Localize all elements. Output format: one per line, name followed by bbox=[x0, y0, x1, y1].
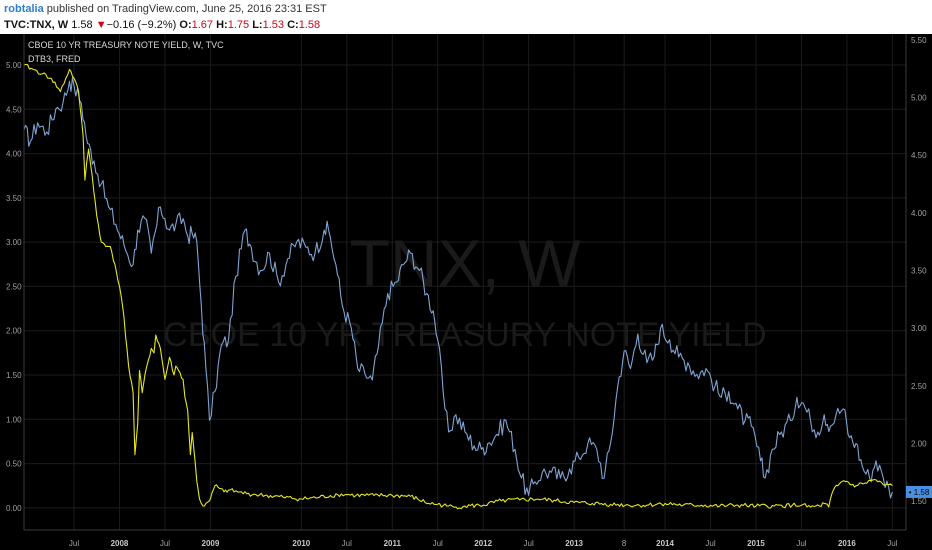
left-axis-tick-label: 3.00 bbox=[6, 238, 22, 247]
x-axis-tick-label: 2013 bbox=[565, 539, 583, 548]
legend: CBOE 10 YR TREASURY NOTE YIELD, W, TVC DT… bbox=[28, 40, 224, 64]
open-label: O: bbox=[179, 19, 192, 31]
right-axis-tick-label: 2.00 bbox=[911, 439, 927, 448]
last-price-tag bbox=[906, 485, 932, 498]
left-axis-tick-label: 0.50 bbox=[6, 460, 22, 469]
high-label: H: bbox=[216, 19, 228, 31]
right-axis-tick-label: 5.50 bbox=[911, 36, 927, 45]
x-axis-tick-label: 2015 bbox=[747, 539, 765, 548]
right-axis-tick-label: 3.00 bbox=[911, 324, 927, 333]
x-axis-tick-label: Jul bbox=[69, 539, 79, 548]
watermark-description: CBOE 10 YR TREASURY NOTE YIELD bbox=[163, 316, 766, 354]
open-value: 1.67 bbox=[191, 19, 214, 31]
x-axis-tick-label: 2010 bbox=[292, 539, 310, 548]
x-axis-tick-label: Jul bbox=[705, 539, 715, 548]
right-axis-tick-label: 3.50 bbox=[911, 266, 927, 275]
x-axis-tick-label: 2012 bbox=[474, 539, 492, 548]
legend-series2: DTB3, FRED bbox=[28, 54, 81, 64]
x-axis-tick-label: 8 bbox=[622, 539, 627, 548]
publish-header: robtalia published on TradingView.com, J… bbox=[0, 0, 932, 34]
price-change: −0.16 (−9.2%) bbox=[106, 19, 177, 31]
last-price-tag-label: • 1.58 bbox=[909, 488, 930, 497]
close-label: C: bbox=[287, 19, 299, 31]
left-axis-tick-label: 1.50 bbox=[6, 371, 22, 380]
x-axis-tick-label: Jul bbox=[887, 539, 897, 548]
right-axis-tick-label: 4.50 bbox=[911, 151, 927, 160]
series-lines bbox=[23, 63, 893, 510]
x-axis-tick-label: 2016 bbox=[838, 539, 856, 548]
left-axis-tick-label: 0.00 bbox=[6, 504, 22, 513]
left-axis-tick-label: 4.00 bbox=[6, 150, 22, 159]
ohlc-bar: TVC:TNX, W 1.58 ▼−0.16 (−9.2%) O:1.67 H:… bbox=[4, 19, 320, 31]
x-axis-tick-label: 2009 bbox=[202, 539, 220, 548]
x-axis-tick-label: 2008 bbox=[111, 539, 129, 548]
left-axis-tick-label: 1.00 bbox=[6, 415, 22, 424]
down-arrow-icon: ▼ bbox=[95, 19, 107, 31]
right-axis-tick-label: 2.50 bbox=[911, 382, 927, 391]
left-axis-tick-label: 2.50 bbox=[6, 282, 22, 291]
x-axis-tick-label: Jul bbox=[796, 539, 806, 548]
high-value: 1.75 bbox=[227, 19, 250, 31]
publish-info: robtalia published on TradingView.com, J… bbox=[4, 3, 327, 15]
treasury-yield-line bbox=[23, 76, 893, 499]
low-label: L: bbox=[252, 19, 263, 31]
x-axis-tick-label: Jul bbox=[342, 539, 352, 548]
watermark-symbol: TNX, W bbox=[350, 226, 582, 300]
symbol-label: TVC:TNX, W bbox=[4, 19, 69, 31]
close-value: 1.58 bbox=[298, 19, 321, 31]
left-axis-tick-label: 2.00 bbox=[6, 327, 22, 336]
axes: 0.00 0.50 1.00 1.50 2.00 2.50 3.00 3.50 4.00 4.50… bbox=[6, 34, 932, 548]
right-axis-tick-label: 1.50 bbox=[911, 497, 927, 506]
published-text: published on TradingView.com, June 25, 2… bbox=[46, 3, 327, 15]
left-axis-tick-label: 4.50 bbox=[6, 105, 22, 114]
author-link[interactable]: robtalia bbox=[4, 3, 44, 15]
x-axis-tick-label: 2014 bbox=[656, 539, 674, 548]
legend-series1: CBOE 10 YR TREASURY NOTE YIELD, W, TVC bbox=[28, 40, 224, 50]
left-axis-tick-label: 5.00 bbox=[6, 61, 22, 70]
low-value: 1.53 bbox=[262, 19, 285, 31]
right-axis-tick-label: 5.00 bbox=[911, 93, 927, 102]
x-axis-tick-label: Jul bbox=[160, 539, 170, 548]
left-axis-tick-label: 3.50 bbox=[6, 194, 22, 203]
x-axis-tick-label: 2011 bbox=[384, 539, 402, 548]
price-chart[interactable]: TNX, W CBOE 10 YR TREASURY NOTE YIELD 0.0… bbox=[0, 34, 932, 550]
x-axis-tick-label: Jul bbox=[524, 539, 534, 548]
dtb3-line bbox=[23, 63, 893, 510]
right-axis-tick-label: 4.00 bbox=[911, 209, 927, 218]
last-price: 1.58 bbox=[71, 19, 93, 31]
x-axis-tick-label: Jul bbox=[433, 539, 443, 548]
watermark: TNX, W CBOE 10 YR TREASURY NOTE YIELD bbox=[163, 226, 766, 354]
